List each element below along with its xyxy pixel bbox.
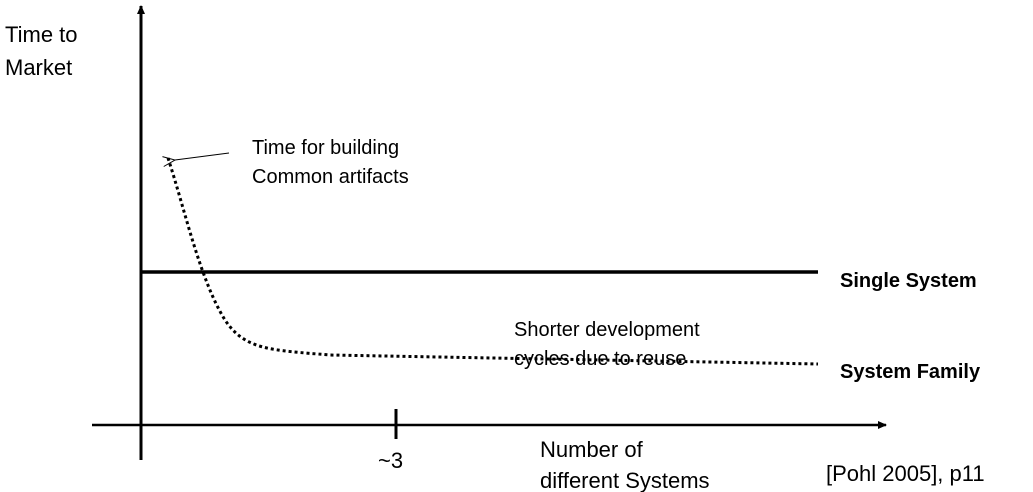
common-artifacts-annotation: Time for building Common artifacts	[252, 137, 409, 188]
x-tick-label: ~3	[378, 448, 403, 473]
single-system-label: Single System	[840, 270, 977, 292]
annotation-arrow	[175, 152, 230, 160]
citation: [Pohl 2005], p11	[826, 461, 985, 486]
reuse-annotation: Shorter development cycles due to reuse	[514, 319, 705, 370]
y-axis-label: Time to Market	[5, 22, 84, 80]
x-axis-label: Number of different Systems	[540, 437, 710, 492]
system-family-curve	[166, 157, 819, 366]
system-family-label: System Family	[840, 361, 981, 383]
